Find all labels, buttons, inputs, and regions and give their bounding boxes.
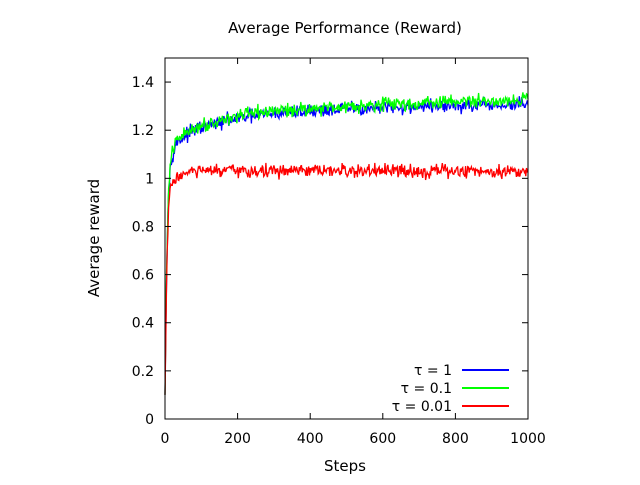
x-tick-label: 400 xyxy=(297,431,324,447)
plot-frame xyxy=(164,57,529,420)
legend-label: τ = 0.1 xyxy=(401,381,452,397)
y-tick-label: 1.4 xyxy=(132,75,154,91)
y-tick-label: 0.4 xyxy=(132,316,154,332)
legend: τ = 1 τ = 0.1 τ = 0.01 xyxy=(392,363,509,415)
series-line-2 xyxy=(164,162,529,395)
legend-label: τ = 1 xyxy=(414,363,452,379)
series-line-0 xyxy=(164,95,529,395)
series-line-1 xyxy=(164,92,529,395)
x-tick-label: 1000 xyxy=(510,431,546,447)
x-tick-label: 0 xyxy=(161,431,170,447)
x-tick-label: 800 xyxy=(442,431,469,447)
legend-label: τ = 0.01 xyxy=(392,399,452,415)
y-tick-label: 0 xyxy=(145,412,154,428)
y-tick-label: 0.6 xyxy=(132,268,154,284)
x-tick-label: 600 xyxy=(369,431,396,447)
y-tick-label: 0.8 xyxy=(132,219,154,235)
chart-title: Average Performance (Reward) xyxy=(228,19,462,37)
series-layer xyxy=(164,92,529,395)
y-axis-label: Average reward xyxy=(85,179,103,297)
tick-layer: 0 200 400 600 800 1000 0 0.2 0.4 0.6 0.8 1 1.2 1.4 xyxy=(132,58,546,447)
y-tick-label: 0.2 xyxy=(132,364,154,380)
y-tick-label: 1.2 xyxy=(132,123,154,139)
x-tick-label: 200 xyxy=(224,431,251,447)
y-tick-label: 1 xyxy=(145,171,154,187)
x-axis-label: Steps xyxy=(324,457,366,475)
